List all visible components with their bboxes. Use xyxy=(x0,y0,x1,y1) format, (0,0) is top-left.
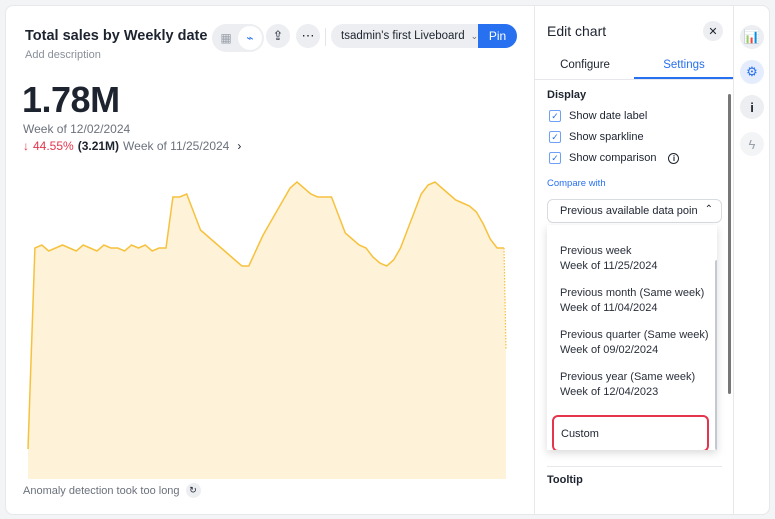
add-description[interactable]: Add description xyxy=(25,49,101,61)
change-percent: 44.55% xyxy=(33,139,74,153)
chart-title[interactable]: Total sales by Weekly date xyxy=(25,28,208,44)
option-label: Previous quarter (Same week) xyxy=(560,329,709,341)
option-sub: Week of 11/25/2024 xyxy=(560,260,658,272)
option-label: Previous month (Same week) xyxy=(560,287,705,299)
show-comparison-checkbox[interactable]: ✓ Show comparison i xyxy=(549,152,680,164)
compare-with-label: Compare with xyxy=(547,178,606,189)
liveboard-select[interactable]: tsadmin's first Liveboard ⌄ xyxy=(331,24,479,48)
chart-editor-card: Total sales by Weekly date Add descripti… xyxy=(5,5,770,515)
kpi-date: Week of 12/02/2024 xyxy=(23,122,131,136)
arrow-down-icon: ↓ xyxy=(23,139,29,153)
compare-with-dropdown: Previous week Week of 11/25/2024 Previous… xyxy=(547,225,717,450)
option-label: Previous week xyxy=(560,245,632,257)
checkbox-label: Show date label xyxy=(569,110,648,122)
bolt-icon[interactable]: ϟ xyxy=(740,132,764,156)
panel-title: Edit chart xyxy=(547,23,607,39)
edit-chart-panel: Edit chart ✕ Configure Settings Display … xyxy=(534,6,734,514)
checkbox-checked-icon[interactable]: ✓ xyxy=(549,131,561,143)
pin-button[interactable]: Pin xyxy=(478,24,517,48)
option-sub: Week of 12/04/2023 xyxy=(560,386,659,398)
table-view-icon[interactable]: ▦ xyxy=(220,31,232,45)
chevron-down-icon: ⌄ xyxy=(470,30,479,41)
view-toggle: ▦ ⌁ xyxy=(212,24,264,52)
checkbox-label: Show comparison xyxy=(569,152,657,164)
chevron-up-icon: ⌃ xyxy=(704,204,713,215)
sparkline-area xyxy=(28,182,506,479)
option-previous-quarter[interactable]: Previous quarter (Same week) Week of 09/0… xyxy=(560,328,709,358)
anomaly-status: Anomaly detection took too long ↻ xyxy=(23,483,201,498)
sparkline-line xyxy=(27,181,504,450)
info-icon[interactable]: i xyxy=(668,152,680,164)
liveboard-name: tsadmin's first Liveboard xyxy=(341,30,465,42)
sparkline-projected-segment xyxy=(503,247,507,351)
info-icon[interactable]: i xyxy=(740,95,764,119)
option-sub: Week of 09/02/2024 xyxy=(560,344,659,356)
sparkline-chart xyxy=(27,181,507,479)
close-icon[interactable]: ✕ xyxy=(703,21,723,41)
compare-with-value: Previous available data poin xyxy=(560,205,698,217)
option-previous-month[interactable]: Previous month (Same week) Week of 11/04/… xyxy=(560,286,704,316)
show-date-label-checkbox[interactable]: ✓ Show date label xyxy=(549,110,647,122)
comparison-value: (3.21M) xyxy=(77,139,120,153)
divider xyxy=(325,28,326,46)
comparison-date: Week of 11/25/2024 xyxy=(123,139,230,153)
option-previous-week[interactable]: Previous week Week of 11/25/2024 xyxy=(560,244,657,274)
chart-area: Total sales by Weekly date Add descripti… xyxy=(6,6,534,514)
compare-with-select[interactable]: Previous available data poin ⌃ xyxy=(547,199,722,223)
show-sparkline-checkbox[interactable]: ✓ Show sparkline xyxy=(549,131,644,143)
option-previous-year[interactable]: Previous year (Same week) Week of 12/04/2… xyxy=(560,370,695,400)
option-sub: Week of 11/04/2024 xyxy=(560,302,658,314)
option-label: Previous year (Same week) xyxy=(560,371,696,383)
kpi-comparison: ↓ 44.55% (3.21M) Week of 11/25/2024 › xyxy=(23,139,241,153)
section-divider xyxy=(547,466,722,467)
tab-configure[interactable]: Configure xyxy=(560,59,610,71)
display-section-title: Display xyxy=(547,89,587,101)
retry-icon[interactable]: ↻ xyxy=(185,483,201,498)
tab-settings[interactable]: Settings xyxy=(663,59,705,71)
right-rail: 📊 ⚙ i ϟ xyxy=(734,6,771,514)
chart-icon[interactable]: 📊 xyxy=(740,25,764,49)
active-tab-indicator xyxy=(634,77,733,79)
kpi-value: 1.78M xyxy=(22,79,120,120)
share-icon[interactable]: ⇪ xyxy=(266,24,290,48)
checkbox-label: Show sparkline xyxy=(569,131,644,143)
checkbox-checked-icon[interactable]: ✓ xyxy=(549,110,561,122)
tooltip-section-title[interactable]: Tooltip xyxy=(547,474,583,486)
more-icon[interactable]: ⋯ xyxy=(296,24,320,48)
gear-icon[interactable]: ⚙ xyxy=(740,60,764,84)
checkbox-checked-icon[interactable]: ✓ xyxy=(549,152,561,164)
tab-divider xyxy=(535,79,734,80)
chevron-right-icon[interactable]: › xyxy=(237,139,242,153)
option-custom[interactable]: Custom xyxy=(552,415,709,450)
anomaly-message: Anomaly detection took too long xyxy=(23,484,180,497)
panel-scrollbar[interactable] xyxy=(728,94,731,394)
chart-view-icon[interactable]: ⌁ xyxy=(238,26,262,50)
dropdown-scrollbar[interactable] xyxy=(715,260,717,450)
